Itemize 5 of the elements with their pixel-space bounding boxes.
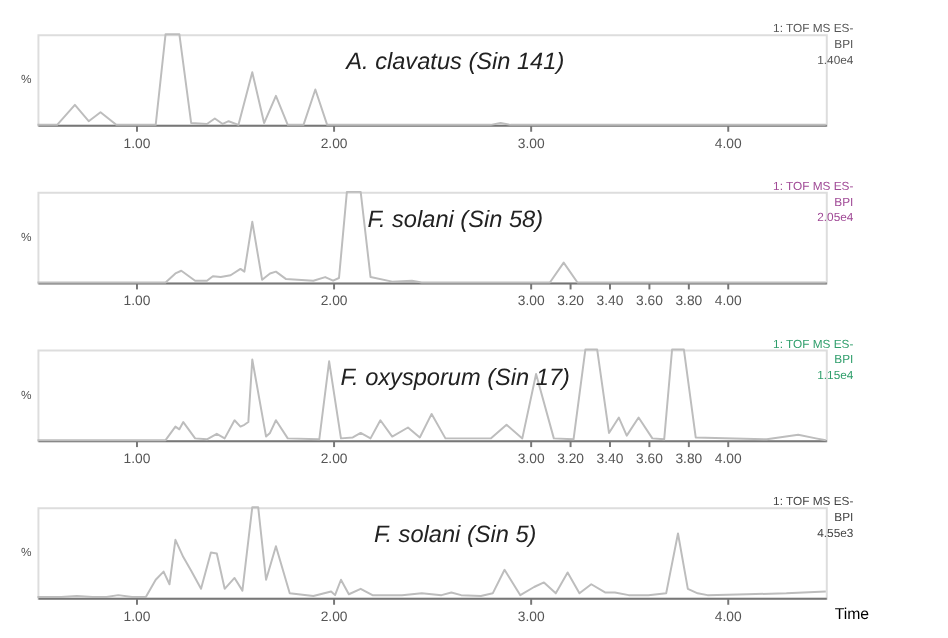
annotation: F. solani (Sin 58) bbox=[367, 204, 544, 233]
annotation: F. solani (Sin 5) bbox=[374, 520, 537, 549]
annotation: A. clavatus (Sin 141) bbox=[344, 47, 565, 76]
x-axis-title: Time bbox=[834, 604, 871, 623]
annotation: F. oxysporum (Sin 17) bbox=[340, 362, 571, 391]
